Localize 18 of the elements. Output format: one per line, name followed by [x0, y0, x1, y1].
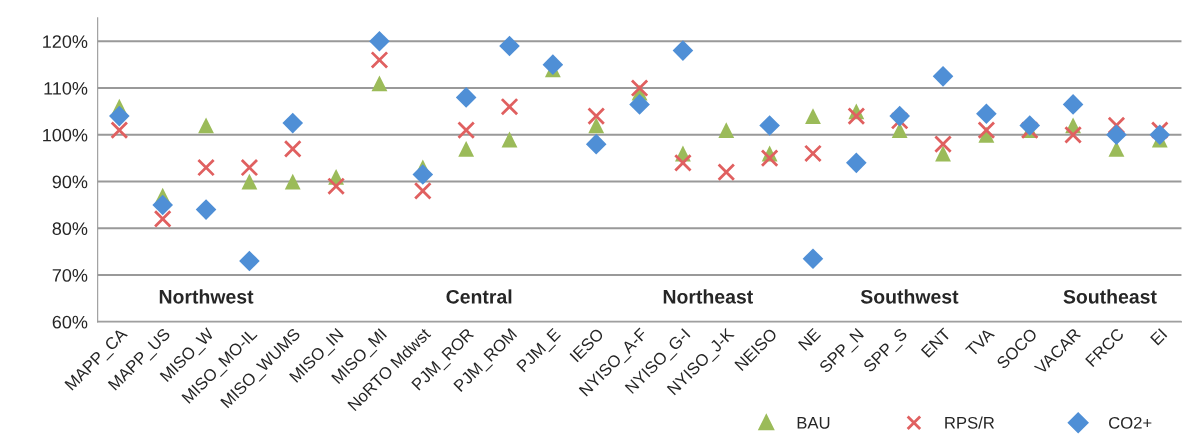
x-tick-label: TVA — [965, 327, 995, 358]
y-tick-label: 90% — [52, 175, 88, 189]
legend-label: CO2+ — [1109, 416, 1152, 429]
y-tick-label: 70% — [52, 269, 88, 282]
annotation: Central — [446, 289, 512, 304]
annotation: Northwest — [159, 289, 254, 304]
legend-label: RPS/R — [945, 416, 995, 429]
x-tick-label: NE — [798, 327, 822, 351]
y-tick-label: 80% — [52, 222, 88, 236]
legend-label: BAU — [797, 417, 830, 429]
x-tick-label: EI — [1150, 328, 1168, 346]
y-tick-label: 60% — [52, 315, 88, 329]
y-tick-label: 100% — [43, 128, 88, 142]
y-tick-label: 110% — [44, 81, 88, 95]
annotation: Southwest — [860, 289, 959, 304]
annotation: Southeast — [1063, 289, 1157, 304]
annotation: Northeast — [663, 289, 753, 304]
y-tick-label: 120% — [43, 35, 88, 48]
